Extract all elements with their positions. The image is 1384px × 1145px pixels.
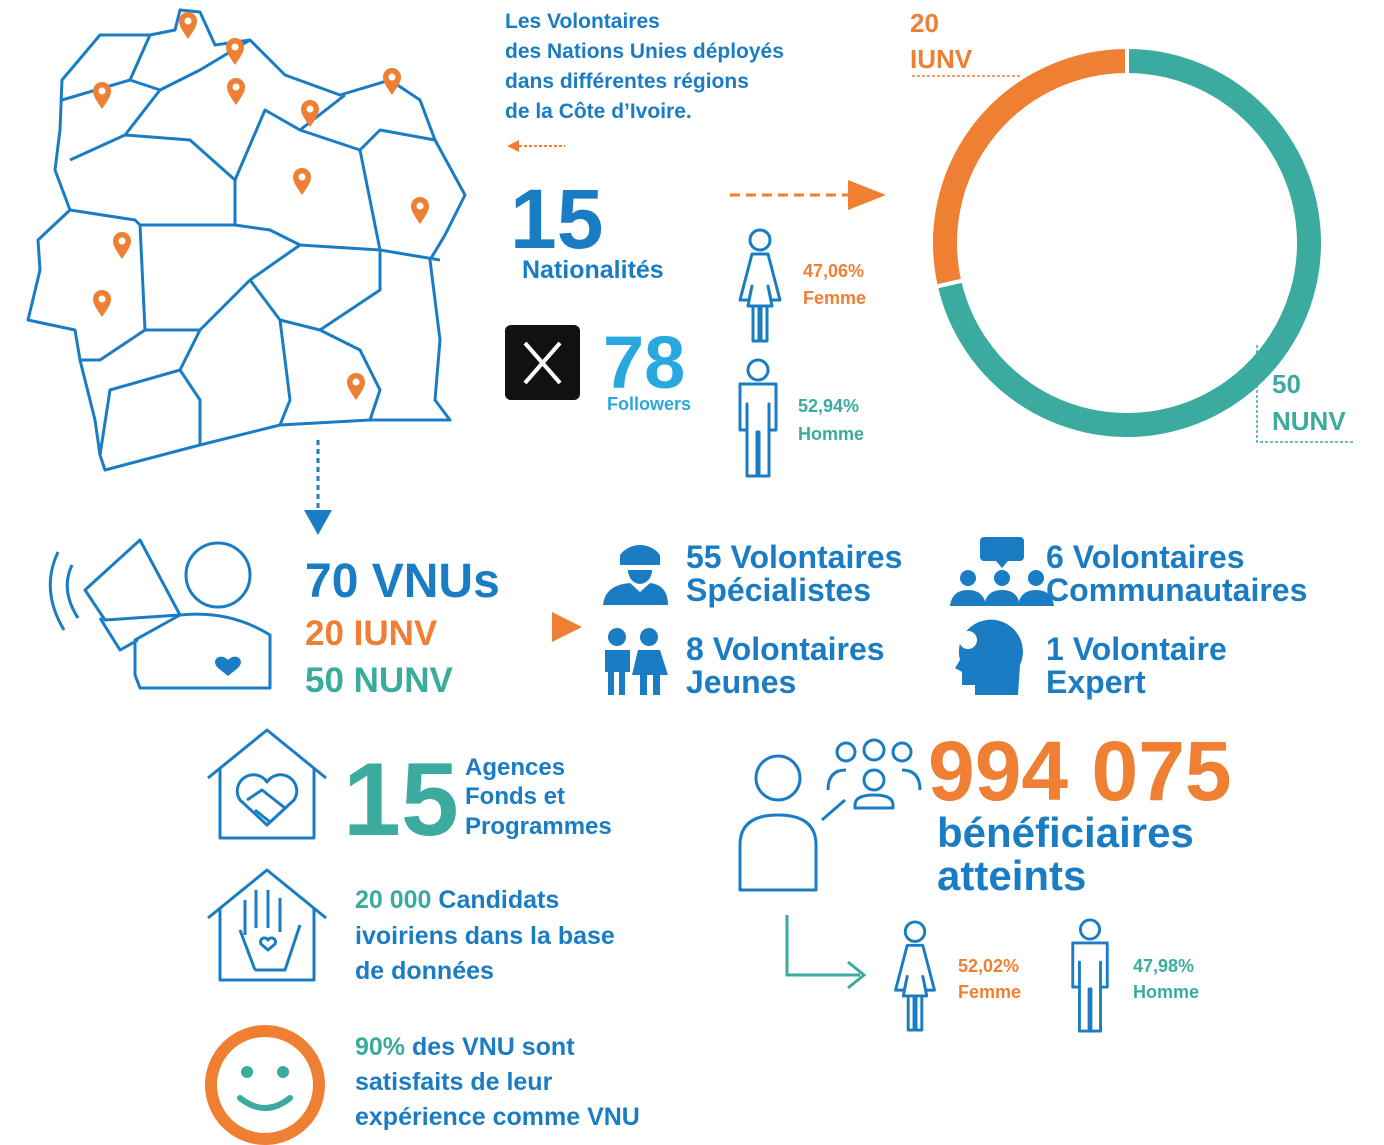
donut-segment — [933, 44, 1325, 441]
house-icon — [207, 868, 327, 982]
agencies-label: Programmes — [465, 813, 612, 840]
arrow — [507, 140, 519, 152]
leader-line — [1256, 345, 1355, 443]
beneficiaries-value: 994 075 — [928, 724, 1232, 818]
donut-label: 20 — [910, 8, 939, 38]
donut-label: IUNV — [910, 44, 973, 74]
candidates-text: 20 000 Candidats — [355, 886, 559, 914]
type-label: 8 Volontaires — [686, 631, 885, 667]
vnus-total: 70 VNUs — [305, 555, 500, 608]
followers-label: Followers — [607, 394, 691, 414]
followers-value: 78 — [603, 321, 685, 404]
type-label: Jeunes — [686, 664, 796, 700]
agencies-label: Agences — [465, 754, 565, 781]
beneficiaries-label: bénéficiaires — [937, 809, 1194, 856]
candidates-line: de données — [355, 957, 494, 985]
house-icon — [207, 728, 327, 840]
female-label: Femme — [958, 982, 1021, 1002]
smiley-icon — [205, 1025, 325, 1145]
satisfaction-line: satisfaits de leur — [355, 1068, 553, 1096]
female-label: Femme — [803, 288, 866, 308]
type-icons — [603, 537, 1054, 695]
donut-label: NUNV — [1272, 406, 1346, 436]
female-pct: 47,06% — [803, 261, 864, 281]
male-icon — [1071, 918, 1109, 1033]
map — [26, 8, 467, 472]
arrow — [552, 612, 582, 642]
megaphone-icon — [48, 538, 272, 690]
male-pct: 47,98% — [1133, 956, 1194, 976]
candidates-line: Candidats — [438, 886, 559, 914]
donut-chart — [929, 44, 1325, 441]
type-label: 1 Volontaire — [1046, 631, 1227, 667]
nationalities-label: Nationalités — [522, 256, 664, 284]
satisfaction-highlight: 90% — [355, 1033, 405, 1061]
candidates-line: ivoiriens dans la base — [355, 922, 615, 950]
beneficiaries-icon — [738, 738, 922, 892]
gear — [959, 631, 977, 649]
female-icon — [738, 228, 782, 343]
satisfaction-line: expérience comme VNU — [355, 1103, 640, 1131]
donut-label: 50 — [1272, 369, 1301, 399]
map-caption: des Nations Unies déployés — [505, 40, 784, 63]
type-label: Communautaires — [1046, 572, 1307, 608]
satisfaction-text: 90% des VNU sont — [355, 1033, 575, 1061]
agencies-label: Fonds et — [465, 783, 565, 810]
male-pct: 52,94% — [798, 396, 859, 416]
map-caption: dans différentes régions — [505, 70, 749, 93]
female-pct: 52,02% — [958, 956, 1019, 976]
male-icon — [738, 358, 778, 478]
arrow — [785, 915, 867, 990]
type-label: 55 Volontaires — [686, 539, 902, 575]
arrow — [304, 510, 332, 535]
arrow — [848, 180, 886, 210]
type-label: Expert — [1046, 664, 1146, 700]
map-caption: Les Volontaires — [505, 10, 660, 33]
male-label: Homme — [1133, 982, 1199, 1002]
agencies-value: 15 — [343, 742, 459, 858]
type-label: Spécialistes — [686, 572, 871, 608]
female-icon — [894, 920, 936, 1032]
male-label: Homme — [798, 424, 864, 444]
vnus-iunv: 20 IUNV — [305, 614, 438, 653]
vnus-nunv: 50 NUNV — [305, 661, 453, 700]
donut-segment — [929, 44, 1129, 290]
satisfaction-line: des VNU sont — [412, 1033, 575, 1061]
map-caption: de la Côte d’Ivoire. — [505, 100, 692, 123]
nationalities-value: 15 — [510, 172, 603, 266]
type-label: 6 Volontaires — [1046, 539, 1245, 575]
beneficiaries-label: atteints — [937, 852, 1086, 899]
candidates-highlight: 20 000 — [355, 886, 431, 914]
x-logo — [505, 325, 580, 400]
